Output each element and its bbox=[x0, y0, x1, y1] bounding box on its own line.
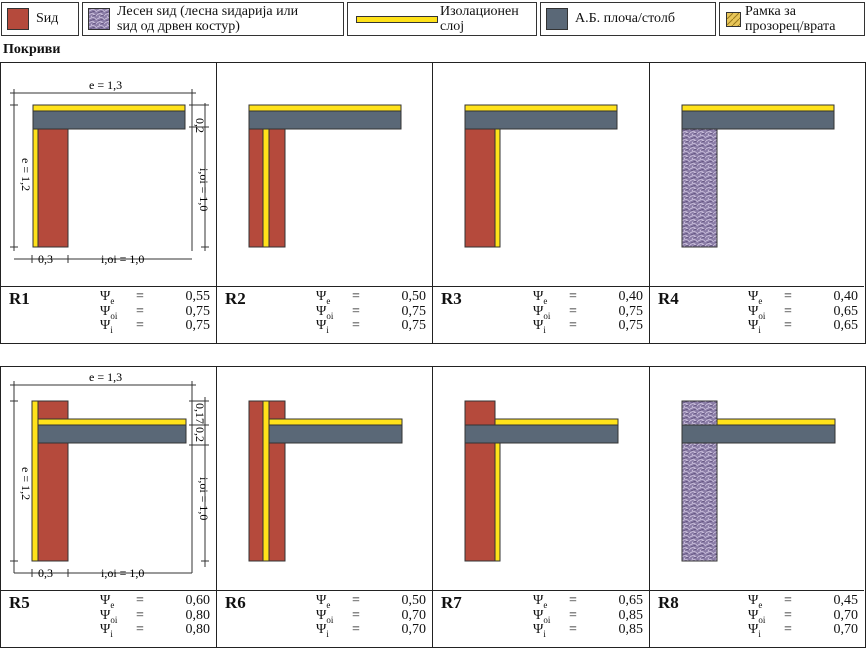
legend-label-line1: Лесен ѕид (лесна ѕидарија или bbox=[117, 4, 299, 19]
psi-e-value: 0,50 bbox=[401, 289, 427, 304]
case-caption: R6 Ψe = 0,50 Ψoi = 0,70 Ψi = 0,70 bbox=[217, 590, 432, 647]
detail-cell-r1: e = 1,3 0,2 e = 1,2 i,oi = 1,0 0,3 i,oi … bbox=[1, 63, 217, 343]
detail-drawing: e = 1,3 0,17 0,2 e = 1,2 i,oi = 1,0 0,3 … bbox=[10, 370, 211, 580]
psi-e-value: 0,45 bbox=[833, 593, 859, 608]
detail-drawing bbox=[464, 104, 618, 248]
psi-i-value: 0,70 bbox=[833, 622, 859, 637]
detail-drawing bbox=[681, 104, 835, 248]
legend-item-rc-slab: А.Б. плоча/столб bbox=[540, 2, 716, 36]
dim-wall-width: 0,3 bbox=[38, 566, 53, 580]
psi-i-value: 0,65 bbox=[833, 318, 859, 333]
detail-cell-r3: R3 Ψe = 0,40 Ψoi = 0,75 Ψi = 0,75 bbox=[433, 63, 650, 343]
case-caption: R1 Ψe = 0,55 Ψoi = 0,75 Ψi = 0,75 bbox=[1, 286, 216, 343]
case-caption: R2 Ψe = 0,50 Ψoi = 0,75 Ψi = 0,75 bbox=[217, 286, 432, 343]
case-caption: R4 Ψe = 0,40 Ψoi = 0,65 Ψi = 0,65 bbox=[650, 286, 864, 343]
dim-i-vertical: i,oi = 1,0 bbox=[197, 168, 211, 211]
psi-i-value: 0,75 bbox=[401, 318, 427, 333]
psi-values: Ψe = 0,40 Ψoi = 0,75 Ψi = 0,75 bbox=[533, 289, 644, 335]
psi-e-value: 0,65 bbox=[618, 593, 644, 608]
detail-drawing bbox=[248, 400, 403, 562]
detail-drawing bbox=[464, 400, 619, 562]
psi-e-value: 0,55 bbox=[185, 289, 211, 304]
psi-oi-value: 0,70 bbox=[833, 607, 859, 623]
psi-values: Ψe = 0,50 Ψoi = 0,70 Ψi = 0,70 bbox=[316, 593, 427, 639]
psi-oi-value: 0,70 bbox=[401, 607, 427, 623]
case-caption: R7 Ψe = 0,65 Ψoi = 0,85 Ψi = 0,85 bbox=[433, 590, 649, 647]
psi-values: Ψe = 0,45 Ψoi = 0,70 Ψi = 0,70 bbox=[748, 593, 859, 639]
legend-label-line2: слој bbox=[440, 19, 465, 34]
psi-oi-value: 0,75 bbox=[185, 303, 211, 319]
case-id: R7 bbox=[441, 593, 462, 612]
psi-values: Ψe = 0,50 Ψoi = 0,75 Ψi = 0,75 bbox=[316, 289, 427, 335]
psi-oi-value: 0,65 bbox=[833, 303, 859, 319]
legend-label: Ѕид bbox=[36, 11, 59, 26]
dim-i-horizontal: i,oi = 1,0 bbox=[101, 566, 144, 580]
psi-i-value: 0,85 bbox=[618, 622, 644, 637]
legend-item-light-wall: Лесен ѕид (лесна ѕидарија или ѕид од дрв… bbox=[82, 2, 344, 36]
psi-e-value: 0,40 bbox=[618, 289, 644, 304]
case-caption: R5 Ψe = 0,60 Ψoi = 0,80 Ψi = 0,80 bbox=[1, 590, 216, 647]
dim-i-horizontal: i,oi = 1,0 bbox=[101, 252, 144, 266]
dim-slab-thickness: 0,2 bbox=[193, 118, 207, 133]
psi-values: Ψe = 0,55 Ψoi = 0,75 Ψi = 0,75 bbox=[100, 289, 211, 335]
psi-i-value: 0,70 bbox=[401, 622, 427, 637]
wall-swatch bbox=[7, 8, 29, 30]
psi-e-value: 0,50 bbox=[401, 593, 427, 608]
case-caption: R3 Ψe = 0,40 Ψoi = 0,75 Ψi = 0,75 bbox=[433, 286, 649, 343]
legend-item-wall: Ѕид bbox=[1, 2, 79, 36]
legend-label-line1: Рамка за bbox=[745, 4, 796, 19]
dim-slab-thickness: 0,2 bbox=[193, 427, 207, 442]
section-title: Покриви bbox=[3, 42, 61, 57]
dim-e-vertical: e = 1,2 bbox=[19, 467, 33, 500]
psi-i-value: 0,75 bbox=[618, 318, 644, 333]
psi-e-value: 0,40 bbox=[833, 289, 859, 304]
detail-cell-r7: R7 Ψe = 0,65 Ψoi = 0,85 Ψi = 0,85 bbox=[433, 367, 650, 647]
case-id: R4 bbox=[658, 289, 679, 308]
detail-cell-r5: e = 1,3 0,17 0,2 e = 1,2 i,oi = 1,0 0,3 … bbox=[1, 367, 217, 647]
detail-cell-r6: R6 Ψe = 0,50 Ψoi = 0,70 Ψi = 0,70 bbox=[217, 367, 433, 647]
dim-e-horizontal: e = 1,3 bbox=[89, 370, 122, 384]
detail-cell-r8: R8 Ψe = 0,45 Ψoi = 0,70 Ψi = 0,70 bbox=[650, 367, 864, 647]
case-id: R1 bbox=[9, 289, 30, 308]
psi-oi-value: 0,85 bbox=[618, 607, 644, 623]
legend-label: А.Б. плоча/столб bbox=[575, 11, 675, 26]
detail-drawing bbox=[248, 104, 402, 248]
detail-cell-r2: R2 Ψe = 0,50 Ψoi = 0,75 Ψi = 0,75 bbox=[217, 63, 433, 343]
panel-top: e = 1,3 0,2 e = 1,2 i,oi = 1,0 0,3 i,oi … bbox=[0, 62, 866, 344]
psi-i-value: 0,75 bbox=[185, 318, 211, 333]
case-id: R6 bbox=[225, 593, 246, 612]
insulation-swatch bbox=[356, 16, 438, 23]
psi-oi-value: 0,80 bbox=[185, 607, 211, 623]
case-id: R3 bbox=[441, 289, 462, 308]
dim-top-offset: 0,17 bbox=[193, 403, 207, 424]
dim-e-horizontal: e = 1,3 bbox=[89, 78, 122, 92]
dim-i-vertical: i,oi = 1,0 bbox=[197, 477, 211, 520]
case-id: R8 bbox=[658, 593, 679, 612]
psi-values: Ψe = 0,40 Ψoi = 0,65 Ψi = 0,65 bbox=[748, 289, 859, 335]
psi-oi-value: 0,75 bbox=[401, 303, 427, 319]
case-id: R5 bbox=[9, 593, 30, 612]
psi-oi-value: 0,75 bbox=[618, 303, 644, 319]
legend: Ѕид Лесен ѕид (лесна ѕидарија или ѕид од… bbox=[0, 1, 866, 39]
legend-item-insulation: Изолационен слој bbox=[347, 2, 537, 36]
frame-swatch bbox=[726, 12, 741, 27]
psi-e-value: 0,60 bbox=[185, 593, 211, 608]
case-id: R2 bbox=[225, 289, 246, 308]
detail-cell-r4: R4 Ψe = 0,40 Ψoi = 0,65 Ψi = 0,65 bbox=[650, 63, 864, 343]
legend-label-line1: Изолационен bbox=[440, 4, 519, 19]
psi-i-value: 0,80 bbox=[185, 622, 211, 637]
panel-bottom: e = 1,3 0,17 0,2 e = 1,2 i,oi = 1,0 0,3 … bbox=[0, 366, 866, 648]
detail-drawing bbox=[681, 400, 836, 562]
legend-label-line2: ѕид од дрвен костур) bbox=[117, 19, 240, 34]
legend-item-frame: Рамка за прозорец/врата bbox=[719, 2, 865, 36]
legend-label-line2: прозорец/врата bbox=[745, 19, 836, 34]
dim-wall-width: 0,3 bbox=[38, 252, 53, 266]
case-caption: R8 Ψe = 0,45 Ψoi = 0,70 Ψi = 0,70 bbox=[650, 590, 864, 647]
detail-drawing: e = 1,3 0,2 e = 1,2 i,oi = 1,0 0,3 i,oi … bbox=[10, 78, 211, 266]
dim-e-vertical: e = 1,2 bbox=[19, 158, 33, 191]
psi-values: Ψe = 0,60 Ψoi = 0,80 Ψi = 0,80 bbox=[100, 593, 211, 639]
light-wall-swatch bbox=[88, 8, 110, 30]
rc-slab-swatch bbox=[546, 8, 568, 30]
psi-values: Ψe = 0,65 Ψoi = 0,85 Ψi = 0,85 bbox=[533, 593, 644, 639]
